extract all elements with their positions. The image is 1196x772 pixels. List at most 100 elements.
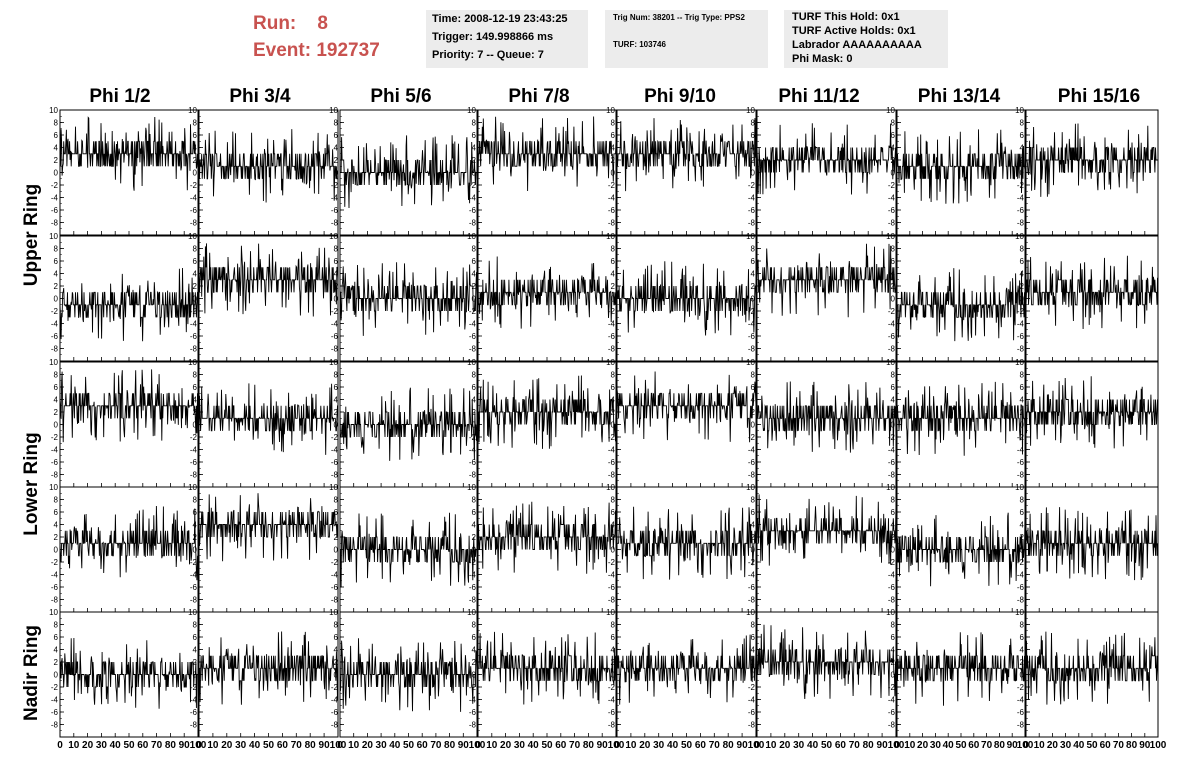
y-tick-label: -2	[469, 683, 477, 692]
y-tick-label: -4	[51, 696, 59, 705]
x-tick-label: 40	[110, 740, 122, 751]
y-tick-label: -6	[608, 583, 616, 592]
waveform-panel: -8 -6 -4 -2 0 2 4 6 8 10	[606, 232, 757, 362]
y-tick-label: -4	[888, 320, 896, 329]
y-tick-label: -8	[331, 721, 339, 730]
y-tick-label: 6	[193, 508, 198, 517]
y-tick-label: 2	[54, 658, 59, 667]
x-tick-label: 90	[737, 740, 749, 751]
y-tick-label: -8	[469, 471, 477, 480]
y-tick-label: 0	[54, 546, 59, 555]
y-tick-label: -2	[331, 433, 339, 442]
y-tick-label: 6	[891, 383, 896, 392]
y-tick-label: -6	[1017, 332, 1025, 341]
y-tick-label: 2	[751, 658, 756, 667]
y-tick-label: 4	[1020, 396, 1025, 405]
y-tick-label: -2	[1017, 307, 1025, 316]
panel-frame	[198, 109, 339, 236]
y-tick-label: 6	[54, 257, 59, 266]
y-tick-label: 10	[606, 358, 615, 367]
y-tick-label: -6	[748, 583, 756, 592]
y-tick-label: 10	[746, 232, 755, 241]
x-tick-label: 40	[249, 740, 261, 751]
waveform-panel: -8 -6 -4 -2 0 2 4 6 8 10	[49, 358, 199, 488]
y-tick-label: -8	[1017, 345, 1025, 354]
y-tick-label: -2	[608, 558, 616, 567]
y-tick-label: 6	[334, 257, 339, 266]
y-tick-label: -4	[469, 194, 477, 203]
y-tick-label: -6	[190, 332, 198, 341]
x-tick-label: 90	[1139, 740, 1151, 751]
x-tick-label: 100	[888, 740, 905, 751]
waveform-trace	[1025, 255, 1159, 330]
y-tick-label: 0	[1020, 421, 1025, 430]
x-tick-label: 30	[96, 740, 108, 751]
y-tick-label: 8	[193, 119, 198, 128]
y-tick-label: -8	[888, 721, 896, 730]
waveform-panel: -8 -6 -4 -2 0 2 4 6 8 10	[329, 106, 478, 236]
y-tick-label: -4	[331, 696, 339, 705]
waveform-trace	[617, 261, 757, 336]
x-tick-label: 70	[569, 740, 581, 751]
waveform-trace	[198, 129, 338, 203]
waveform-panel: -8 -6 -4 -2 0 2 4 6 8 10	[1015, 106, 1159, 236]
waveform-trace	[198, 243, 339, 317]
y-tick-label: 4	[54, 521, 59, 530]
y-tick-label: 8	[334, 119, 339, 128]
y-tick-label: 2	[54, 533, 59, 542]
y-tick-label: 4	[54, 270, 59, 279]
y-tick-label: 6	[472, 508, 477, 517]
y-tick-label: 4	[1020, 521, 1025, 530]
y-tick-label: 10	[329, 106, 338, 115]
y-tick-label: -2	[748, 433, 756, 442]
waveform-panel: -8 -6 -4 -2 0 2 4 6 8 10	[1015, 483, 1159, 613]
y-tick-label: 10	[606, 232, 615, 241]
y-tick-label: 2	[751, 408, 756, 417]
y-tick-label: -8	[331, 471, 339, 480]
y-tick-label: 10	[886, 106, 895, 115]
y-tick-label: -6	[331, 708, 339, 717]
turf-this-hold-text: TURF This Hold: 0x1	[792, 11, 900, 23]
waveform-trace	[339, 262, 478, 336]
y-tick-label: 8	[193, 245, 198, 254]
x-tick-label: 60	[968, 740, 980, 751]
y-tick-label: 4	[751, 270, 756, 279]
y-tick-label: 2	[193, 658, 198, 667]
event-label: Event:	[253, 40, 312, 61]
y-tick-label: -4	[190, 194, 198, 203]
waveform-trace	[339, 638, 478, 712]
y-tick-label: 8	[891, 621, 896, 630]
y-tick-label: 8	[891, 245, 896, 254]
y-tick-label: 8	[891, 371, 896, 380]
y-tick-label: -6	[608, 332, 616, 341]
y-tick-label: 10	[188, 358, 197, 367]
y-tick-label: 8	[751, 496, 756, 505]
x-tick-label: 70	[709, 740, 721, 751]
waveform-panel: -8 -6 -4 -2 0 2 4 6 8 10	[467, 358, 617, 488]
event-value: 192737	[316, 40, 380, 61]
x-tick-label: 60	[417, 740, 429, 751]
waveform-trace	[339, 387, 478, 461]
y-tick-label: -6	[51, 332, 59, 341]
panel-frame	[59, 361, 199, 488]
y-tick-label: 6	[54, 383, 59, 392]
waveform-panel: -8 -6 -4 -2 0 2 4 6 8 10	[188, 483, 339, 613]
waveform-trace	[199, 631, 339, 705]
x-tick-label: 100	[190, 740, 207, 751]
x-tick-label: 100	[469, 740, 486, 751]
y-tick-label: -2	[190, 307, 198, 316]
y-tick-label: -4	[748, 571, 756, 580]
y-tick-label: 6	[751, 131, 756, 140]
y-tick-label: 0	[54, 295, 59, 304]
x-tick-label: 20	[82, 740, 94, 751]
column-header-phi-5-6: Phi 5/6	[370, 86, 432, 107]
x-tick-label: 80	[723, 740, 735, 751]
y-tick-label: -8	[190, 596, 198, 605]
y-tick-label: 4	[751, 396, 756, 405]
y-tick-label: -6	[469, 708, 477, 717]
waveform-trace	[897, 268, 1026, 342]
y-tick-label: 10	[746, 483, 755, 492]
y-tick-label: 6	[751, 383, 756, 392]
